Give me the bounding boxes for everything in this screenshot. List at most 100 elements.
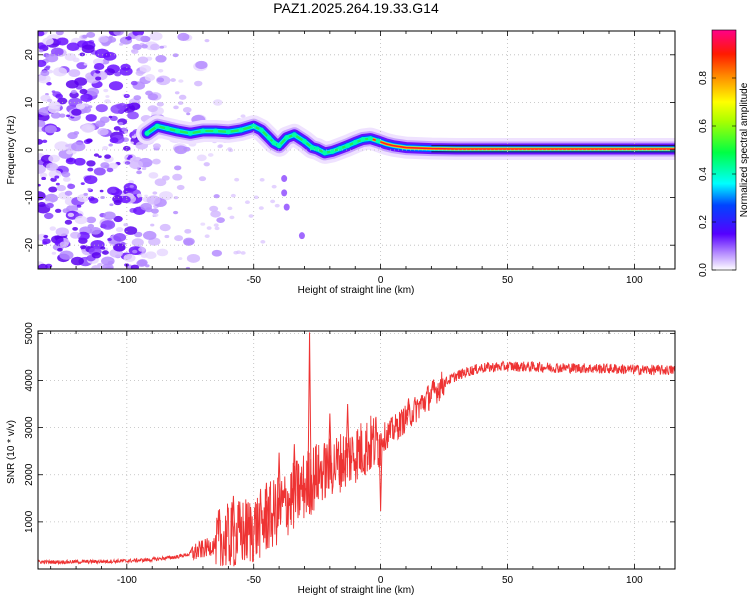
noise-blob <box>123 93 130 99</box>
noise-blob <box>136 170 142 175</box>
noise-blob <box>234 177 240 182</box>
noise-blob <box>154 178 167 187</box>
noise-blob <box>46 98 53 103</box>
noise-blob <box>174 91 180 95</box>
noise-blob <box>195 60 208 70</box>
noise-blob <box>270 199 276 204</box>
noise-blob <box>129 159 144 170</box>
noise-blob <box>86 87 100 96</box>
noise-blob <box>101 256 115 266</box>
ridge-dot <box>322 150 328 156</box>
noise-blob <box>45 162 59 171</box>
noise-blob <box>159 191 173 201</box>
noise-blob <box>131 135 137 139</box>
noise-blob <box>183 237 195 246</box>
noise-blob <box>72 226 78 231</box>
noise-blob <box>55 182 60 186</box>
noise-blob <box>86 160 96 167</box>
noise-blob <box>49 226 56 231</box>
ridge-dot <box>360 137 366 143</box>
noise-blob <box>152 191 158 195</box>
noise-blob <box>128 155 133 159</box>
ridge-dot <box>291 132 297 138</box>
noise-blob <box>89 226 102 235</box>
noise-blob <box>83 192 89 196</box>
ridge-side-blob <box>283 203 290 211</box>
noise-blob <box>43 212 54 220</box>
noise-blob <box>108 115 113 119</box>
noise-blob <box>109 203 114 207</box>
noise-blob <box>64 190 73 196</box>
noise-blob <box>55 31 64 36</box>
ridge-dot <box>352 139 358 145</box>
noise-blob <box>80 182 85 185</box>
noise-blob <box>66 114 70 118</box>
noise-blob <box>233 250 239 255</box>
noise-blob <box>186 112 191 116</box>
noise-blob <box>227 147 233 151</box>
noise-blob <box>132 43 142 51</box>
noise-blob <box>76 204 82 208</box>
ridge-dot <box>314 146 320 152</box>
noise-blob <box>100 220 116 230</box>
noise-blob <box>114 71 122 77</box>
noise-blob <box>131 49 139 55</box>
noise-blob <box>45 53 59 63</box>
noise-blob <box>172 210 179 215</box>
noise-blob <box>93 153 99 157</box>
noise-blob <box>204 39 210 43</box>
y-tick-label: -20 <box>24 238 35 253</box>
noise-blob <box>87 223 95 229</box>
noise-blob <box>217 144 223 149</box>
noise-blob <box>213 223 219 227</box>
noise-blob <box>152 143 161 149</box>
noise-blob <box>130 264 140 269</box>
noise-blob <box>38 31 45 37</box>
ridge-dot <box>258 127 264 133</box>
noise-blob <box>240 251 246 255</box>
noise-blob <box>109 137 119 144</box>
noise-blob <box>81 44 95 54</box>
noise-blob <box>70 256 84 266</box>
noise-blob <box>43 234 49 239</box>
noise-blob <box>38 138 43 145</box>
ridge-dot <box>329 148 335 154</box>
noise-blob <box>39 172 48 178</box>
noise-blob <box>178 79 184 83</box>
noise-blob <box>65 157 77 165</box>
noise-blob <box>174 145 188 155</box>
noise-blob <box>147 93 159 101</box>
noise-blob <box>230 193 236 198</box>
noise-blob <box>156 101 164 107</box>
ridge-dot <box>200 128 206 134</box>
noise-blob <box>144 74 156 81</box>
noise-blob <box>97 263 103 267</box>
noise-blob <box>227 206 233 211</box>
noise-blob <box>108 162 119 170</box>
noise-blob <box>95 104 108 113</box>
noise-blob <box>100 162 110 169</box>
noise-blob <box>48 186 58 193</box>
figure-title: PAZ1.2025.264.19.33.G14 <box>273 0 439 16</box>
noise-blob <box>124 226 138 235</box>
colorbar-tick-label: 0.6 <box>698 119 709 133</box>
ridge-dot <box>225 129 231 135</box>
noise-blob <box>83 63 88 66</box>
noise-blob <box>113 31 124 36</box>
noise-blob <box>211 249 222 257</box>
ridge-dot <box>164 126 170 132</box>
colorbar: 0.0 0.2 0.4 0.6 0.8 Normalized spectral ampl… <box>698 29 750 277</box>
noise-blob <box>138 247 146 252</box>
snr-line <box>38 360 675 567</box>
noise-blob <box>258 206 264 210</box>
snr-x-label: Height of straight line (km) <box>298 585 415 596</box>
x-tick-label: 100 <box>626 575 643 586</box>
ridge-dot <box>345 143 351 149</box>
noise-blob <box>125 36 132 41</box>
noise-blob <box>148 172 159 179</box>
noise-blob <box>55 227 69 237</box>
noise-blob <box>95 120 106 128</box>
noise-blob <box>71 141 86 152</box>
noise-blob <box>210 210 221 218</box>
noise-blob <box>141 44 148 49</box>
